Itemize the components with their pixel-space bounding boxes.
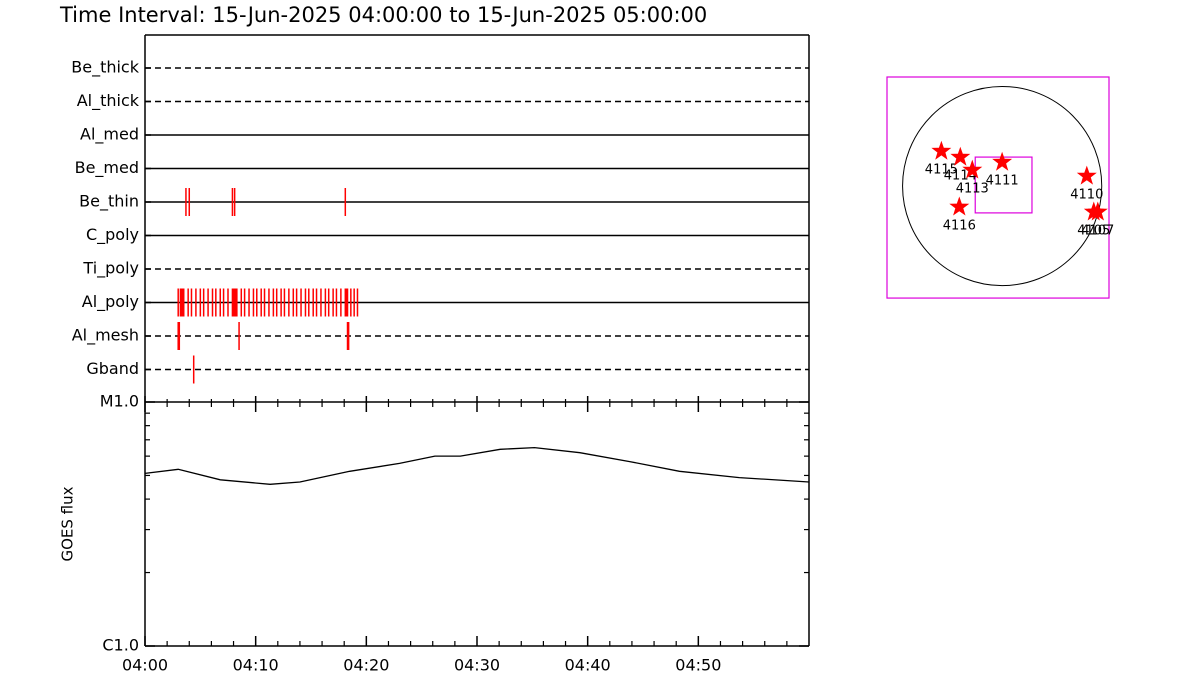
y-tick-label: C1.0 <box>102 636 139 655</box>
row-label: C_poly <box>86 225 139 245</box>
row-label: Ti_poly <box>82 259 139 279</box>
region-label: 4105 <box>1077 223 1110 238</box>
map-frame <box>886 76 1110 299</box>
active-region <box>950 146 971 166</box>
region-label: 4111 <box>986 174 1019 189</box>
goes-curve <box>144 446 810 485</box>
active-region <box>992 151 1013 171</box>
x-tick-label: 04:50 <box>675 656 721 675</box>
row-label: Be_thick <box>71 58 139 78</box>
active-region <box>1076 165 1097 185</box>
x-tick-label: 04:40 <box>565 656 611 675</box>
active-region <box>962 159 983 179</box>
row-label: Gband <box>86 359 139 378</box>
y-axis-label: GOES flux <box>59 486 77 561</box>
row-label: Be_med <box>75 158 139 178</box>
row-label: Be_thin <box>79 192 139 212</box>
y-tick-label: M1.0 <box>100 392 139 411</box>
active-region <box>1087 201 1108 221</box>
x-tick-label: 04:30 <box>454 656 500 675</box>
x-tick-label: 04:00 <box>122 656 168 675</box>
row-label: Al_poly <box>82 292 139 312</box>
solar-limb <box>902 85 1103 287</box>
x-tick-label: 04:20 <box>343 656 389 675</box>
region-label: 4116 <box>943 218 976 233</box>
x-tick-label: 04:10 <box>233 656 279 675</box>
row-label: Al_mesh <box>72 326 139 346</box>
active-region <box>931 140 952 160</box>
region-label: 4115 <box>925 163 958 178</box>
row-label: Al_thick <box>77 91 140 111</box>
title: Time Interval: 15-Jun-2025 04:00:00 to 1… <box>59 3 707 27</box>
region-label: 4107 <box>1081 223 1114 238</box>
row-label: Al_med <box>80 125 139 145</box>
active-region <box>949 196 970 216</box>
region-label: 4113 <box>956 182 989 197</box>
region-label: 4110 <box>1070 188 1103 203</box>
